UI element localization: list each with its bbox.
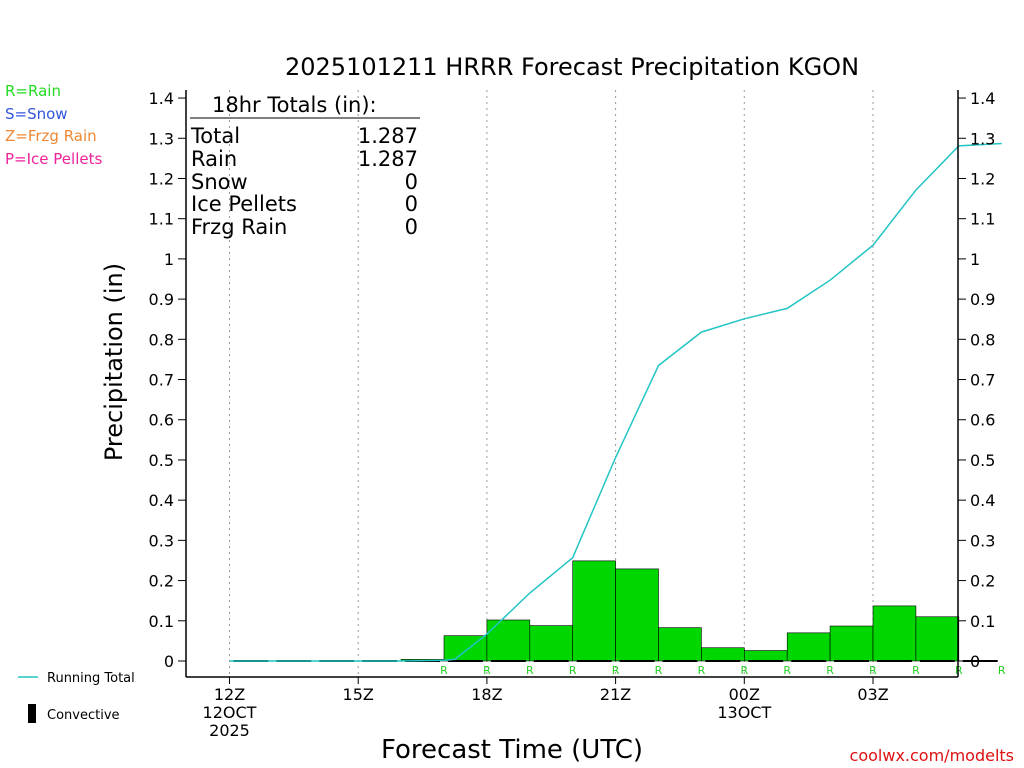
precip-bar (486, 619, 531, 662)
y-tick-label-left: 1.3 (149, 129, 174, 148)
totals-value-rain: 1.287 (358, 147, 418, 171)
totals-title: 18hr Totals (in): (212, 93, 377, 117)
precip-type-label: R (869, 664, 877, 677)
totals-label-total: Total (190, 124, 240, 148)
convective-legend-label: Convective (47, 708, 120, 723)
precip-type-label: R (912, 664, 920, 677)
precip-type-label: R (569, 664, 577, 677)
totals-label-snow: Snow (191, 170, 248, 194)
y-tick-label-left: 1.1 (149, 210, 174, 229)
x-tick-label: 03Z (857, 685, 888, 704)
y-tick-label-right: 0.1 (970, 612, 995, 631)
y-tick-label-right: 0 (970, 652, 980, 671)
y-tick-label-left: 0.4 (149, 491, 174, 510)
totals-box: 18hr Totals (in): Total 1.287 Rain 1.287… (190, 93, 420, 239)
y-tick-label-left: 0.5 (149, 451, 174, 470)
x-axis-label: Forecast Time (UTC) (381, 735, 643, 765)
y-tick-label-right: 1.1 (970, 210, 995, 229)
chart-title: 2025101211 HRRR Forecast Precipitation K… (285, 53, 859, 81)
precip-type-label: R (955, 664, 963, 677)
precip-type-label: R (740, 664, 748, 677)
x-tick-label: 15Z (343, 685, 374, 704)
totals-label-rain: Rain (191, 147, 237, 171)
y-tick-label-right: 0.8 (970, 330, 995, 349)
y-tick-label-right: 1.2 (970, 169, 995, 188)
y-tick-label-right: 0.6 (970, 411, 995, 430)
x-tick-label: 00Z (729, 685, 760, 704)
y-tick-label-left: 1 (164, 250, 174, 269)
precip-bar (572, 560, 616, 662)
precip-type-label: R (826, 664, 834, 677)
y-tick-label-left: 0.3 (149, 531, 174, 550)
precip-type-legend: R=Rain S=Snow Z=Frzg Rain P=Ice Pellets (5, 82, 102, 168)
legend-rain: R=Rain (5, 82, 61, 100)
x-tick-label: 21Z (600, 685, 631, 704)
precip-bar (829, 625, 874, 662)
y-tick-label-right: 0.7 (970, 371, 995, 390)
precip-type-label: R (483, 664, 491, 677)
x-tick-label: 12Z (214, 685, 245, 704)
y-tick-label-right: 0.2 (970, 572, 995, 591)
y-tick-label-left: 0.7 (149, 371, 174, 390)
legend-snow: S=Snow (5, 105, 68, 123)
y-axis-label: Precipitation (in) (100, 263, 128, 461)
y-tick-label-right: 1.3 (970, 129, 995, 148)
totals-value-total: 1.287 (358, 124, 418, 148)
x-tick-label: 2025 (209, 721, 250, 740)
y-tick-label-right: 0.3 (970, 531, 995, 550)
y-tick-label-left: 0.8 (149, 330, 174, 349)
totals-value-ice-pellets: 0 (405, 192, 418, 216)
precip-type-label: R (440, 664, 448, 677)
precip-type-label: R (526, 664, 534, 677)
y-tick-label-left: 1.4 (149, 89, 174, 108)
precip-bar (872, 605, 917, 662)
y-tick-label-right: 1 (970, 250, 980, 269)
y-tick-label-left: 0.6 (149, 411, 174, 430)
y-tick-label-right: 1.4 (970, 89, 995, 108)
y-tick-label-right: 0.9 (970, 290, 995, 309)
x-gridlines (229, 90, 874, 677)
x-tick-label: 13OCT (717, 703, 771, 722)
precip-type-label: R (655, 664, 663, 677)
precip-bar (743, 650, 788, 662)
running-total-legend-label: Running Total (47, 671, 135, 686)
totals-label-ice-pellets: Ice Pellets (191, 192, 297, 216)
credit-text: coolwx.com/modelts (850, 746, 1014, 765)
series-legend: Running Total Convective (18, 671, 135, 723)
totals-label-frzg-rain: Frzg Rain (191, 215, 287, 239)
precip-type-label: R (998, 664, 1006, 677)
totals-value-snow: 0 (405, 170, 418, 194)
precip-type-label: R (612, 664, 620, 677)
precip-bar (915, 616, 960, 662)
y-tick-label-left: 0.9 (149, 290, 174, 309)
precip-bar (529, 625, 573, 662)
precip-bar (701, 647, 745, 662)
running-total-line (229, 142, 1002, 662)
y-tick-label-left: 0.2 (149, 572, 174, 591)
hourly-bars (400, 560, 960, 662)
y-tick-label-right: 0.5 (970, 451, 995, 470)
totals-value-frzg-rain: 0 (405, 215, 418, 239)
precip-type-label: R (698, 664, 706, 677)
legend-frzg-rain: Z=Frzg Rain (5, 127, 97, 145)
y-tick-label-right: 0.4 (970, 491, 995, 510)
y-tick-label-left: 0 (164, 652, 174, 671)
x-tick-label: 12OCT (203, 703, 257, 722)
running-total-series (229, 142, 1002, 662)
y-axis-ticks: 0 00.1 0.10.2 0.20.3 0.30.4 0.40.5 0.50.6 0.60.… (149, 89, 996, 671)
precip-bar (786, 632, 831, 662)
precip-bar (658, 627, 702, 662)
precip-bar (615, 568, 659, 662)
precip-type-label: R (783, 664, 791, 677)
legend-ice-pellets: P=Ice Pellets (5, 150, 102, 168)
x-tick-label: 18Z (471, 685, 502, 704)
convective-legend-swatch (28, 704, 36, 723)
y-tick-label-left: 0.1 (149, 612, 174, 631)
y-tick-label-left: 1.2 (149, 169, 174, 188)
